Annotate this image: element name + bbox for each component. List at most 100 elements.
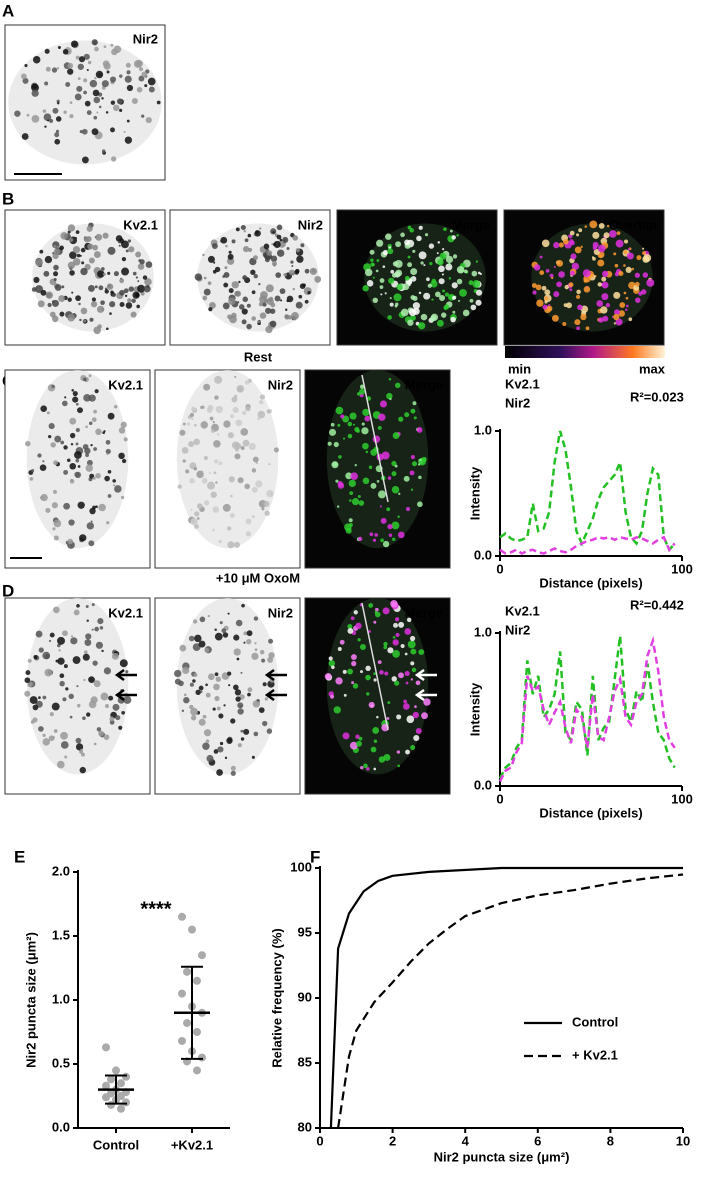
punctum xyxy=(613,252,617,256)
data-point xyxy=(122,1098,130,1107)
punctum xyxy=(234,447,239,452)
punctum xyxy=(83,53,90,60)
punctum xyxy=(193,466,198,471)
punctum xyxy=(407,640,416,649)
punctum xyxy=(44,125,47,128)
y-tick-label: 100 xyxy=(290,859,312,874)
punctum xyxy=(111,652,119,660)
punctum xyxy=(193,672,198,677)
punctum xyxy=(539,270,545,276)
punctum xyxy=(339,639,345,645)
micrographs: Nir2 Kv2.1 Nir2 Merge Overlap Kv2.1 Nir2 Merge K… xyxy=(4,24,665,795)
data-point xyxy=(193,1066,201,1075)
punctum xyxy=(88,676,95,683)
punctum xyxy=(450,316,456,323)
punctum xyxy=(614,263,619,268)
punctum xyxy=(574,319,581,326)
punctum xyxy=(394,617,400,622)
punctum xyxy=(392,537,396,541)
punctum xyxy=(262,720,268,727)
punctum xyxy=(397,531,405,539)
punctum xyxy=(228,297,236,305)
punctum xyxy=(212,707,216,711)
punctum xyxy=(97,270,105,278)
punctum xyxy=(266,728,273,734)
punctum xyxy=(376,239,384,247)
punctum xyxy=(207,281,212,285)
punctum xyxy=(269,308,276,314)
punctum xyxy=(121,458,127,464)
punctum xyxy=(421,456,427,462)
punctum xyxy=(556,260,564,267)
punctum xyxy=(89,507,96,515)
punctum xyxy=(421,712,428,720)
punctum xyxy=(43,113,52,121)
punctum xyxy=(391,485,400,494)
punctum xyxy=(202,714,207,719)
punctum xyxy=(65,81,71,87)
punctum xyxy=(240,671,243,674)
punctum xyxy=(350,616,355,621)
punctum xyxy=(107,412,115,420)
punctum xyxy=(66,458,71,463)
punctum xyxy=(347,627,354,634)
punctum xyxy=(103,734,110,740)
punctum xyxy=(544,296,549,301)
punctum xyxy=(93,409,97,414)
punctum xyxy=(584,225,588,228)
punctum xyxy=(95,70,104,79)
punctum xyxy=(57,643,61,648)
punctum xyxy=(217,746,224,753)
punctum xyxy=(392,650,400,658)
punctum xyxy=(83,377,87,382)
punctum xyxy=(62,630,68,637)
punctum xyxy=(413,416,417,420)
punctum xyxy=(206,407,213,413)
punctum xyxy=(261,507,265,511)
punctum xyxy=(85,464,94,472)
punctum xyxy=(601,281,609,289)
punctum xyxy=(88,421,93,425)
punctum xyxy=(228,476,235,483)
data-point xyxy=(178,989,186,998)
punctum xyxy=(431,278,437,284)
punctum xyxy=(417,463,421,466)
punctum xyxy=(386,392,393,400)
punctum xyxy=(126,84,134,92)
punctum xyxy=(412,295,418,301)
punctum xyxy=(70,635,74,638)
punctum xyxy=(203,500,210,506)
punctum xyxy=(404,275,410,281)
punctum xyxy=(625,266,632,273)
punctum xyxy=(259,649,265,655)
punctum xyxy=(330,422,335,427)
punctum xyxy=(189,412,195,418)
punctum xyxy=(393,293,402,302)
punctum xyxy=(231,396,238,403)
punctum xyxy=(354,464,357,467)
punctum xyxy=(83,678,86,682)
punctum xyxy=(444,292,450,297)
punctum xyxy=(96,305,105,313)
punctum xyxy=(239,694,245,700)
punctum xyxy=(233,684,239,691)
punctum xyxy=(389,397,392,401)
punctum xyxy=(127,239,131,243)
punctum xyxy=(352,423,356,426)
punctum xyxy=(384,671,389,676)
punctum xyxy=(298,294,303,299)
punctum xyxy=(103,45,107,49)
punctum xyxy=(215,676,221,682)
punctum xyxy=(58,295,66,302)
punctum xyxy=(72,257,81,266)
punctum xyxy=(382,607,390,615)
punctum xyxy=(247,233,252,238)
punctum xyxy=(304,268,310,274)
punctum xyxy=(240,224,246,230)
punctum xyxy=(347,623,353,629)
punctum xyxy=(389,302,394,307)
punctum xyxy=(369,249,375,255)
punctum xyxy=(81,752,85,757)
punctum xyxy=(456,265,465,274)
punctum xyxy=(91,417,97,423)
